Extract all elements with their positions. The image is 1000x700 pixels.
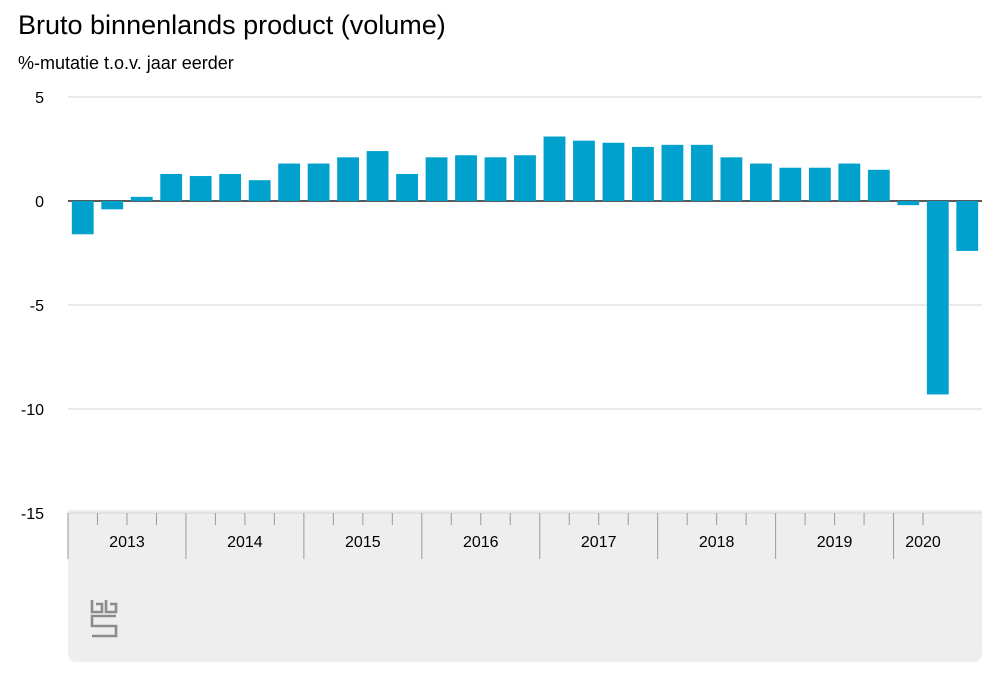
- bar: [248, 180, 271, 201]
- bar: [514, 155, 536, 201]
- bar: [101, 201, 124, 210]
- bar: [926, 201, 949, 395]
- bar: [278, 163, 301, 201]
- bar: [838, 163, 861, 201]
- bar: [366, 151, 389, 201]
- bar: [337, 157, 360, 201]
- x-tick-label: 2013: [109, 534, 145, 551]
- bar: [71, 201, 94, 235]
- bar: [455, 155, 477, 201]
- bars: [71, 136, 979, 395]
- y-axis-label: %-mutatie t.o.v. jaar eerder: [18, 53, 234, 73]
- x-tick-label: 2019: [817, 534, 853, 551]
- bar: [956, 201, 979, 251]
- bar: [602, 142, 625, 201]
- bar: [160, 173, 183, 201]
- footer-panel: [68, 510, 982, 662]
- x-tick-label: 2018: [699, 534, 735, 551]
- bar: [632, 146, 654, 201]
- bar: [661, 144, 684, 201]
- x-tick-label: 2014: [227, 534, 263, 551]
- bar: [425, 157, 448, 201]
- bar: [867, 169, 890, 201]
- bar: [189, 176, 212, 201]
- y-tick-labels: 5 0 -5 -10 -15: [21, 90, 44, 523]
- bar: [808, 167, 831, 201]
- bar: [219, 173, 242, 201]
- bar: [307, 163, 330, 201]
- x-tick-label: 2020: [905, 534, 941, 551]
- y-tick-label: -5: [30, 298, 44, 315]
- bar: [573, 140, 595, 201]
- x-axis: 2013 2014 2015 2016 2017 2018 2019 2020: [67, 513, 941, 559]
- cbs-logo-icon: [90, 600, 118, 638]
- bar: [543, 136, 566, 201]
- x-tick-label: 2016: [463, 534, 499, 551]
- y-tick-label: 5: [35, 90, 44, 107]
- bar: [484, 157, 507, 201]
- x-tick-label: 2015: [345, 534, 381, 551]
- bar: [897, 201, 920, 206]
- x-tick-label: 2017: [581, 534, 617, 551]
- y-tick-label: -10: [21, 402, 44, 419]
- bar: [749, 163, 772, 201]
- bar: [720, 157, 743, 201]
- y-tick-label: 0: [35, 194, 44, 211]
- y-tick-label: -15: [21, 506, 44, 523]
- bar: [130, 196, 153, 201]
- bar: [396, 173, 418, 201]
- bar: [779, 167, 802, 201]
- chart-title: Bruto binnenlands product (volume): [18, 10, 446, 40]
- bar: [690, 144, 713, 201]
